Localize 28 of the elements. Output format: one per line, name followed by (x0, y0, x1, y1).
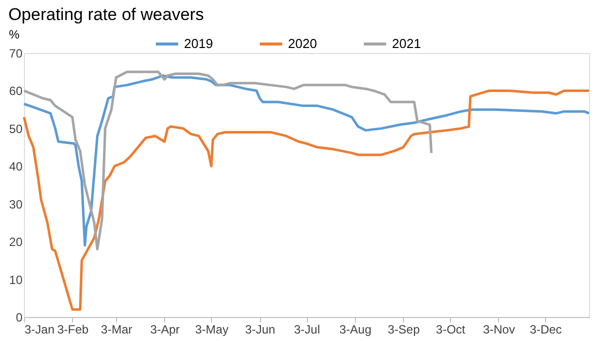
x-tick-label: 3-Oct (436, 322, 466, 336)
legend-label: 2021 (392, 36, 421, 51)
line-series (22, 70, 433, 250)
x-tick-label: 3-Apr (150, 322, 180, 336)
y-tick-label: 20 (9, 235, 23, 250)
x-tick-label: 3-Sep (388, 322, 420, 336)
y-tick-label: 70 (9, 46, 23, 60)
x-tick-label: 3-Nov (482, 322, 515, 336)
x-tick-label: 3-Jun (245, 322, 276, 336)
y-axis-title: % (8, 28, 20, 42)
chart-title: Operating rate of weavers (8, 5, 204, 24)
x-tick-label: 3-May (195, 322, 228, 336)
x-tick-label: 3-Mar (100, 322, 132, 336)
x-tick-label: 3-Jul (294, 322, 320, 336)
y-tick-label: 60 (9, 84, 23, 98)
y-tick-label: 50 (9, 122, 23, 136)
y-tick-label: 30 (9, 197, 23, 212)
y-tick-label: 0 (16, 310, 23, 324)
legend-label: 2019 (184, 36, 213, 51)
line-series (22, 74, 590, 247)
x-tick-label: 3-Jan (24, 322, 55, 336)
x-tick-label: 3-Dec (530, 322, 562, 336)
x-tick-label: 3-Aug (339, 322, 372, 336)
line-series (22, 89, 590, 311)
x-tick-label: 3-Feb (57, 322, 89, 336)
y-tick-label: 40 (9, 160, 23, 174)
legend-label: 2020 (288, 36, 317, 51)
y-tick-label: 10 (9, 272, 23, 287)
